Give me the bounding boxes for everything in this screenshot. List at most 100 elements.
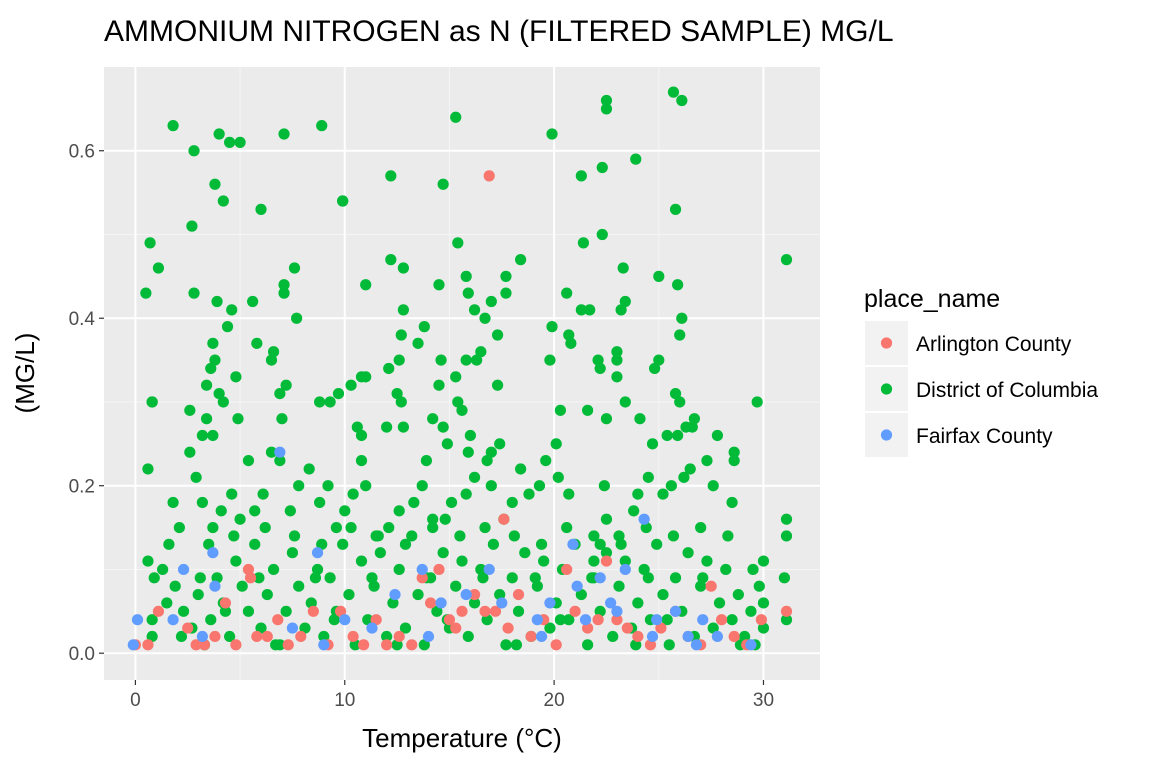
- point-arlington-county: [295, 630, 307, 643]
- point-district-of-columbia: [701, 555, 713, 567]
- point-district-of-columbia: [441, 438, 453, 450]
- point-district-of-columbia: [146, 630, 158, 643]
- point-district-of-columbia: [293, 580, 305, 592]
- point-district-of-columbia: [460, 270, 472, 282]
- point-district-of-columbia: [267, 346, 280, 358]
- point-arlington-county: [512, 588, 525, 601]
- point-district-of-columbia: [582, 639, 594, 651]
- point-fairfax-county: [711, 630, 724, 643]
- point-fairfax-county: [127, 639, 139, 651]
- point-arlington-county: [621, 622, 633, 634]
- point-fairfax-county: [311, 547, 324, 559]
- point-district-of-columbia: [726, 496, 738, 509]
- legend-label-arlington-county: Arlington County: [916, 333, 1072, 356]
- point-fairfax-county: [339, 614, 351, 626]
- point-district-of-columbia: [672, 279, 684, 291]
- point-district-of-columbia: [661, 429, 673, 442]
- legend-label-district-of-columbia: District of Columbia: [916, 379, 1098, 402]
- point-district-of-columbia: [224, 630, 236, 643]
- point-district-of-columbia: [288, 262, 301, 274]
- point-district-of-columbia: [383, 362, 395, 375]
- point-district-of-columbia: [519, 547, 531, 559]
- point-district-of-columbia: [232, 413, 244, 425]
- point-district-of-columbia: [234, 136, 246, 148]
- point-arlington-county: [450, 622, 462, 634]
- point-district-of-columbia: [485, 446, 497, 458]
- point-district-of-columbia: [230, 371, 242, 383]
- point-district-of-columbia: [146, 396, 158, 408]
- point-district-of-columbia: [224, 136, 236, 148]
- point-fairfax-county: [651, 614, 663, 626]
- point-district-of-columbia: [676, 94, 688, 107]
- point-district-of-columbia: [200, 413, 213, 425]
- point-district-of-columbia: [391, 387, 403, 400]
- point-district-of-columbia: [510, 639, 523, 651]
- point-district-of-columbia: [196, 496, 208, 509]
- point-district-of-columbia: [481, 454, 493, 467]
- point-district-of-columbia: [598, 480, 610, 492]
- y-axis-ticks: 0.0 0.2 0.4 0.6: [69, 142, 104, 665]
- point-district-of-columbia: [391, 639, 403, 651]
- point-district-of-columbia: [563, 488, 575, 500]
- point-district-of-columbia: [205, 362, 217, 375]
- point-district-of-columbia: [286, 547, 299, 559]
- point-district-of-columbia: [491, 379, 504, 391]
- point-district-of-columbia: [345, 379, 357, 391]
- point-district-of-columbia: [303, 463, 315, 475]
- point-district-of-columbia: [316, 120, 328, 132]
- point-district-of-columbia: [215, 505, 227, 517]
- point-district-of-columbia: [460, 354, 472, 366]
- point-district-of-columbia: [142, 555, 154, 567]
- point-district-of-columbia: [615, 304, 627, 316]
- point-arlington-county: [272, 614, 284, 626]
- point-district-of-columbia: [393, 505, 405, 517]
- point-district-of-columbia: [663, 639, 675, 651]
- point-district-of-columbia: [607, 630, 619, 643]
- point-district-of-columbia: [757, 622, 770, 634]
- point-arlington-county: [525, 630, 537, 643]
- point-district-of-columbia: [533, 480, 546, 492]
- point-fairfax-county: [571, 580, 583, 592]
- point-district-of-columbia: [452, 396, 464, 408]
- point-district-of-columbia: [219, 605, 232, 617]
- x-tick-label: 30: [753, 690, 774, 711]
- point-arlington-county: [592, 614, 604, 626]
- point-district-of-columbia: [674, 329, 686, 341]
- y-tick-label: 0.6: [69, 142, 95, 163]
- point-district-of-columbia: [667, 530, 680, 542]
- point-district-of-columbia: [479, 521, 491, 534]
- point-district-of-columbia: [745, 605, 757, 617]
- point-district-of-columbia: [381, 421, 393, 433]
- point-district-of-columbia: [177, 605, 190, 617]
- point-district-of-columbia: [563, 329, 575, 341]
- point-district-of-columbia: [431, 605, 443, 617]
- point-fairfax-county: [416, 563, 428, 576]
- point-district-of-columbia: [695, 580, 707, 592]
- point-district-of-columbia: [697, 572, 709, 584]
- point-district-of-columbia: [226, 488, 238, 500]
- point-district-of-columbia: [209, 354, 221, 366]
- point-district-of-columbia: [535, 538, 548, 550]
- point-district-of-columbia: [291, 312, 303, 324]
- legend-title: place_name: [864, 285, 1000, 313]
- point-district-of-columbia: [397, 421, 409, 433]
- point-district-of-columbia: [642, 572, 654, 584]
- point-district-of-columbia: [420, 454, 433, 467]
- point-fairfax-county: [167, 614, 179, 626]
- point-fairfax-county: [496, 597, 508, 609]
- point-fairfax-county: [669, 605, 682, 617]
- point-district-of-columbia: [314, 496, 326, 509]
- point-arlington-county: [780, 605, 793, 617]
- legend-marker-fairfax-county: [880, 429, 893, 441]
- point-district-of-columbia: [337, 195, 349, 207]
- point-district-of-columbia: [249, 538, 261, 550]
- point-district-of-columbia: [355, 555, 368, 567]
- point-district-of-columbia: [544, 622, 556, 634]
- point-district-of-columbia: [642, 471, 654, 483]
- point-district-of-columbia: [418, 321, 430, 333]
- point-district-of-columbia: [435, 354, 447, 366]
- point-fairfax-county: [605, 597, 617, 609]
- point-district-of-columbia: [454, 530, 466, 542]
- point-district-of-columbia: [305, 597, 317, 609]
- point-district-of-columbia: [468, 597, 481, 609]
